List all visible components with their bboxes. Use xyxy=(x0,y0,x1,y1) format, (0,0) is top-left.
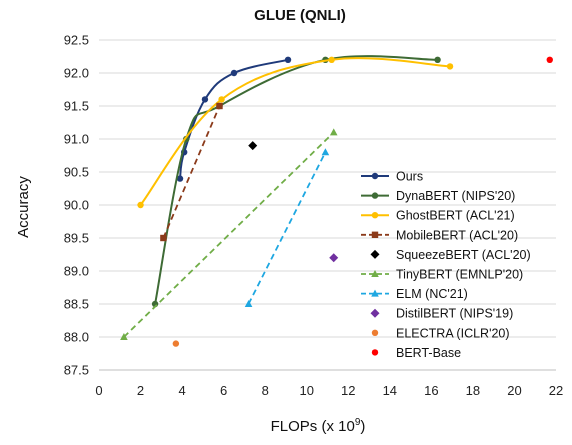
legend-item-7: DistilBERT (NIPS'19) xyxy=(370,307,513,321)
x-tick-label: 8 xyxy=(262,383,269,398)
series-line xyxy=(123,131,335,338)
x-tick-label: 22 xyxy=(549,383,563,398)
data-point xyxy=(176,175,184,182)
legend-label: GhostBERT (ACL'21) xyxy=(396,209,515,223)
legend-item-1: DynaBERT (NIPS'20) xyxy=(361,189,515,203)
y-tick-label: 90.5 xyxy=(64,165,89,180)
legend-swatch-marker xyxy=(371,172,379,180)
x-tick-label: 0 xyxy=(95,383,102,398)
series-layer xyxy=(120,55,553,347)
legend-label: ELM (NC'21) xyxy=(396,287,468,301)
x-axis-label-main: FLOPs (x 10 xyxy=(271,418,355,435)
y-tick-label: 91.0 xyxy=(64,132,89,147)
y-axis-label: Accuracy xyxy=(15,176,32,238)
x-tick-label: 10 xyxy=(299,383,313,398)
legend-swatch-marker xyxy=(371,270,379,277)
legend-swatch-marker xyxy=(371,349,379,356)
y-tick-label: 91.5 xyxy=(64,99,89,114)
x-tick-label: 12 xyxy=(341,383,355,398)
legend-label: MobileBERT (ACL'20) xyxy=(396,228,518,242)
legend-item-8: ELECTRA (ICLR'20) xyxy=(371,326,510,340)
legend-label: SqueezeBERT (ACL'20) xyxy=(396,248,531,262)
legend-label: TinyBERT (EMNLP'20) xyxy=(396,268,523,282)
data-point xyxy=(284,56,292,63)
legend-swatch-marker xyxy=(371,329,379,336)
x-tick-label: 18 xyxy=(466,383,480,398)
series-5 xyxy=(120,128,338,340)
series-6 xyxy=(244,148,330,307)
y-tick-label: 90.0 xyxy=(64,198,89,213)
gridlines xyxy=(99,39,556,371)
series-line xyxy=(139,57,451,206)
legend-label: BERT-Base xyxy=(396,346,461,360)
legend: Ours DynaBERT (NIPS'20) GhostBERT (ACL'21)… xyxy=(361,170,531,360)
data-point xyxy=(328,56,335,63)
data-point xyxy=(329,253,339,263)
x-tick-label: 14 xyxy=(383,383,397,398)
legend-item-5: TinyBERT (EMNLP'20) xyxy=(361,268,523,282)
x-tick-label: 2 xyxy=(137,383,144,398)
x-tick-label: 16 xyxy=(424,383,438,398)
data-point xyxy=(230,69,238,77)
x-tick-label: 4 xyxy=(178,383,185,398)
legend-swatch-marker xyxy=(370,308,380,318)
legend-item-4: SqueezeBERT (ACL'20) xyxy=(370,248,531,262)
y-tick-label: 88.0 xyxy=(64,330,89,345)
series-4 xyxy=(248,141,258,151)
data-point xyxy=(218,96,225,103)
x-axis-label: FLOPs (x 109) xyxy=(271,417,366,435)
series-7 xyxy=(329,253,339,263)
legend-swatch-marker xyxy=(371,212,379,219)
legend-swatch-marker xyxy=(370,249,380,259)
y-tick-label: 92.0 xyxy=(64,66,89,81)
data-point xyxy=(244,300,253,307)
legend-label: ELECTRA (ICLR'20) xyxy=(396,326,510,340)
y-axis-ticks: 87.5 88.0 88.5 89.0 89.5 90.0 90.5 91.0 91.5 92.0… xyxy=(64,33,89,378)
legend-swatch-marker xyxy=(371,231,379,238)
y-tick-label: 89.0 xyxy=(64,264,89,279)
legend-item-2: GhostBERT (ACL'21) xyxy=(361,209,515,223)
data-point xyxy=(160,234,167,242)
x-axis-label-close: ) xyxy=(360,418,365,435)
legend-label: DynaBERT (NIPS'20) xyxy=(396,189,515,203)
legend-item-9: BERT-Base xyxy=(371,346,461,360)
legend-label: DistilBERT (NIPS'19) xyxy=(396,307,513,321)
y-tick-label: 89.5 xyxy=(64,231,89,246)
data-point xyxy=(329,128,338,136)
series-line xyxy=(247,151,327,305)
y-tick-label: 88.5 xyxy=(64,297,89,312)
x-axis-ticks: 0 2 4 6 8 10 12 14 16 18 20 22 xyxy=(95,383,563,398)
y-tick-label: 87.5 xyxy=(64,363,89,378)
legend-item-0: Ours xyxy=(361,170,423,184)
x-tick-label: 6 xyxy=(220,383,227,398)
series-2 xyxy=(137,56,454,209)
data-point xyxy=(201,96,209,103)
series-3 xyxy=(160,102,223,242)
data-point xyxy=(446,63,454,70)
data-point xyxy=(546,56,553,63)
data-point xyxy=(248,141,258,151)
series-0 xyxy=(176,56,292,182)
data-point xyxy=(321,148,330,156)
x-axis-label-exponent: 9 xyxy=(355,417,361,428)
x-tick-label: 20 xyxy=(507,383,521,398)
data-point xyxy=(137,201,144,209)
legend-swatch-marker xyxy=(371,192,379,199)
data-point xyxy=(172,340,180,347)
series-8 xyxy=(172,340,180,347)
legend-item-3: MobileBERT (ACL'20) xyxy=(361,228,518,242)
chart-title: GLUE (QNLI) xyxy=(254,7,346,24)
series-line xyxy=(162,105,221,239)
legend-swatch-marker xyxy=(371,289,379,297)
data-point xyxy=(216,102,223,110)
data-point xyxy=(120,333,128,340)
y-tick-label: 92.5 xyxy=(64,33,89,48)
series-9 xyxy=(546,56,553,63)
legend-item-6: ELM (NC'21) xyxy=(361,287,468,301)
legend-label: Ours xyxy=(396,170,423,184)
data-point xyxy=(434,56,441,63)
